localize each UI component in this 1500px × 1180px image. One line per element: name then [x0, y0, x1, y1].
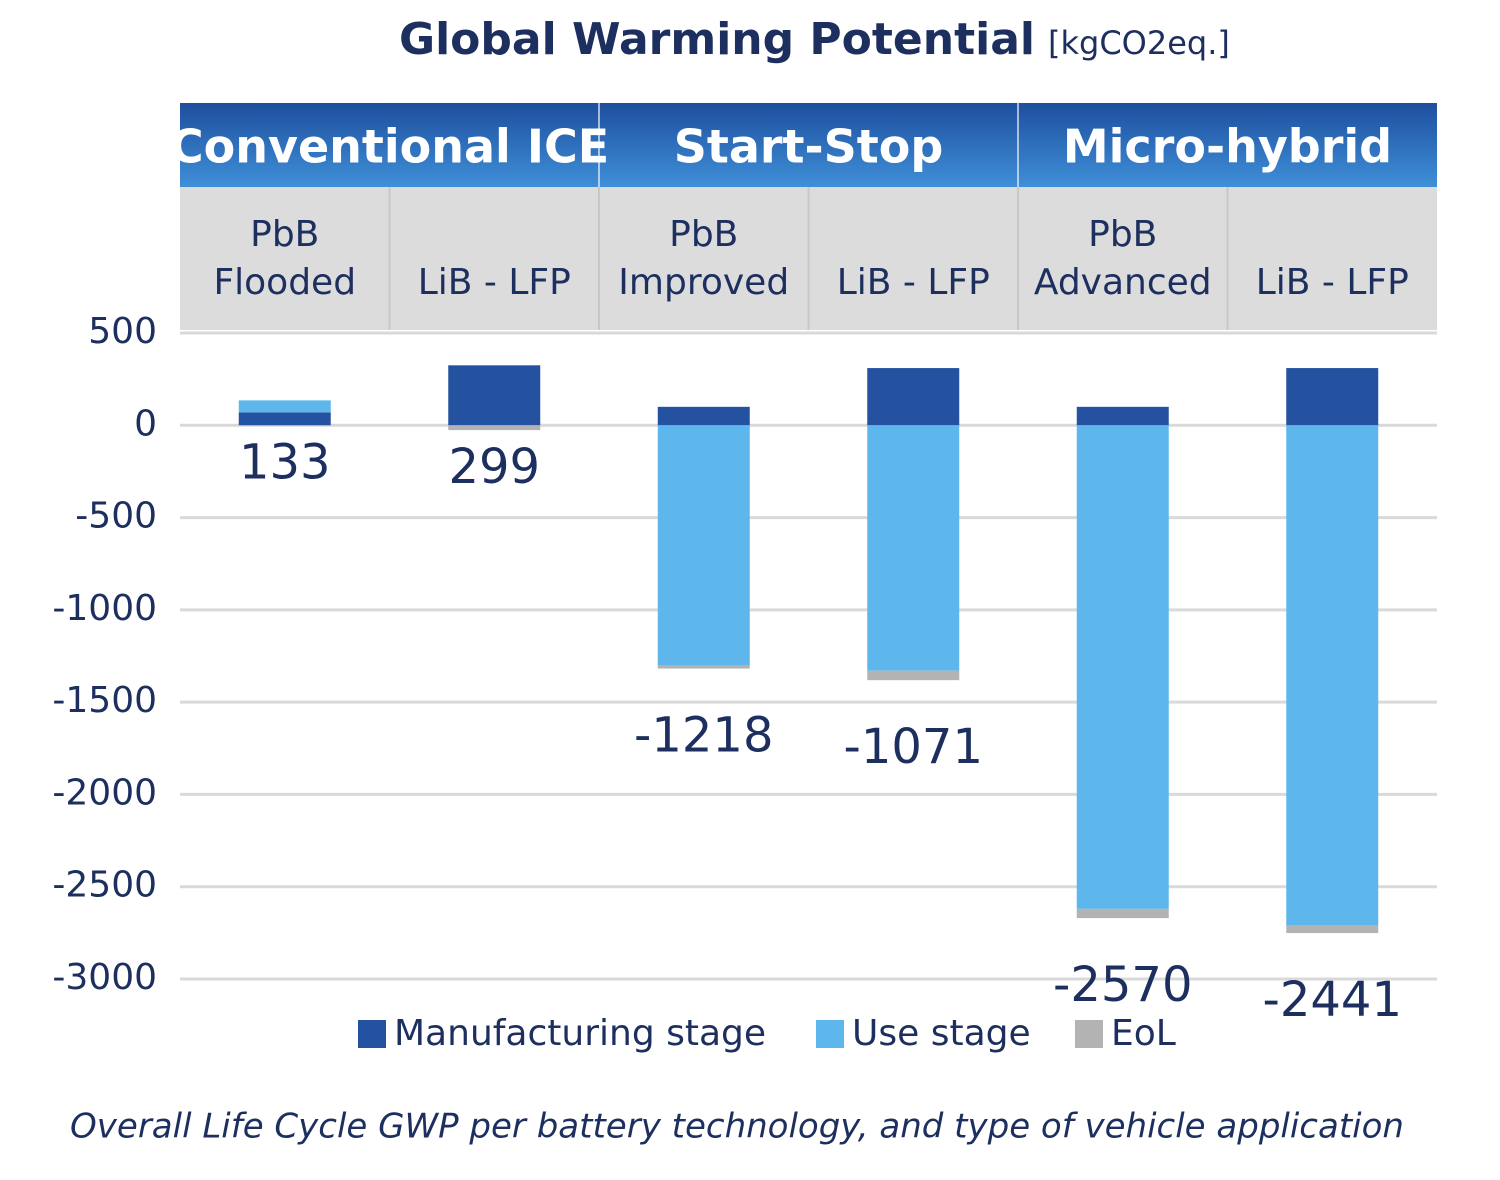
title-row: Global Warming Potential [kgCO2eq.]: [399, 14, 1230, 65]
group-label: Start-Stop: [674, 120, 944, 174]
category-label: Advanced: [1034, 262, 1212, 303]
total-label: -2570: [1053, 957, 1192, 1013]
y-tick-label: 500: [88, 311, 157, 352]
category-label: LiB - LFP: [837, 262, 990, 303]
category-label: LiB - LFP: [1256, 262, 1409, 303]
legend-label: EoL: [1111, 1013, 1176, 1054]
y-tick-label: -1500: [52, 680, 157, 721]
group-label: Conventional ICE: [170, 120, 609, 174]
category-label: LiB - LFP: [418, 262, 571, 303]
legend-swatch: [358, 1020, 386, 1048]
bar-segment: [657, 665, 750, 669]
bar-segment: [1286, 368, 1379, 426]
group-label: Micro-hybrid: [1063, 120, 1392, 174]
bar-segment: [867, 670, 960, 681]
bar-segment: [1076, 425, 1169, 909]
category-label: Flooded: [213, 262, 356, 303]
group-header: [180, 103, 1437, 187]
bar-segment: [1286, 925, 1379, 934]
bar-segment: [448, 425, 541, 431]
bar-segment: [238, 412, 331, 426]
chart-title: Global Warming Potential: [399, 14, 1035, 65]
legend-label: Use stage: [852, 1013, 1031, 1054]
y-tick-label: -2500: [52, 865, 157, 906]
caption: Overall Life Cycle GWP per battery techn…: [70, 1107, 1404, 1147]
bar-segment: [657, 425, 750, 666]
y-tick-label: -3000: [52, 957, 157, 998]
legend-swatch: [1075, 1020, 1103, 1048]
legend-label: Manufacturing stage: [394, 1013, 766, 1054]
chart-title-unit: [kgCO2eq.]: [1048, 24, 1230, 62]
category-label: PbB: [669, 214, 738, 255]
total-label: -1071: [844, 719, 983, 775]
bar-segment: [1286, 425, 1379, 926]
category-label: PbB: [250, 214, 319, 255]
y-tick-label: -2000: [52, 772, 157, 813]
bar-segment: [657, 406, 750, 426]
bar-segment: [238, 400, 331, 413]
total-label: 299: [448, 439, 540, 495]
bar-segment: [867, 425, 960, 671]
y-tick-label: -1000: [52, 588, 157, 629]
total-label: 133: [239, 435, 331, 491]
y-tick-label: -500: [75, 496, 157, 537]
bar-segment: [448, 365, 541, 426]
y-tick-label: 0: [134, 403, 157, 444]
bar-segment: [867, 368, 960, 426]
total-label: -2441: [1263, 972, 1402, 1028]
bar-segment: [1076, 908, 1169, 919]
category-label: PbB: [1088, 214, 1157, 255]
total-label: -1218: [634, 708, 773, 764]
category-label: Improved: [618, 262, 789, 303]
bar-segment: [1076, 406, 1169, 426]
legend-swatch: [816, 1020, 844, 1048]
